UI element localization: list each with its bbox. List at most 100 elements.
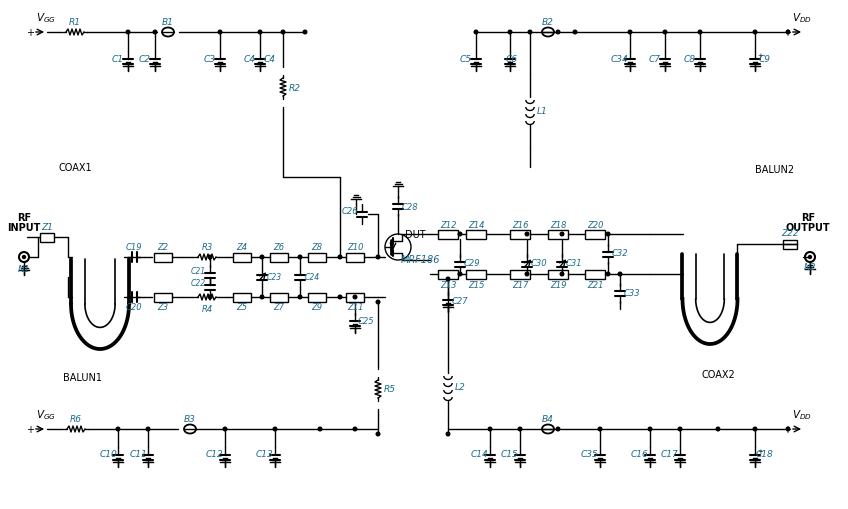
Circle shape [606, 233, 610, 236]
Circle shape [209, 256, 212, 259]
Circle shape [282, 31, 285, 35]
Text: C6: C6 [506, 54, 518, 64]
Circle shape [209, 296, 212, 299]
Text: C7: C7 [649, 54, 661, 64]
Text: C32: C32 [611, 248, 628, 257]
Circle shape [318, 428, 321, 431]
Text: C4: C4 [244, 54, 256, 64]
Text: C28: C28 [402, 202, 418, 211]
Circle shape [488, 428, 492, 431]
Text: C13: C13 [256, 449, 274, 459]
Text: C11: C11 [129, 449, 147, 459]
Circle shape [678, 428, 682, 431]
Text: Z5: Z5 [237, 303, 248, 312]
Circle shape [518, 428, 522, 431]
Circle shape [354, 296, 357, 299]
Bar [40, 233, 54, 242]
Text: $V_{GG}$: $V_{GG}$ [36, 407, 56, 421]
Text: C29: C29 [464, 258, 480, 267]
Circle shape [808, 256, 812, 259]
Text: C14: C14 [471, 449, 489, 459]
Text: C15: C15 [501, 449, 519, 459]
Text: +: + [26, 424, 34, 434]
Text: C26: C26 [342, 207, 359, 216]
Text: Z11: Z11 [347, 303, 363, 312]
Text: B2: B2 [542, 17, 554, 26]
Text: Z10: Z10 [347, 243, 363, 252]
Text: B1: B1 [162, 17, 174, 26]
Circle shape [618, 273, 622, 276]
Text: C24: C24 [304, 273, 320, 282]
Circle shape [153, 31, 157, 35]
Text: C23: C23 [266, 273, 282, 282]
Circle shape [338, 256, 342, 259]
Text: Z8: Z8 [311, 243, 322, 252]
Circle shape [508, 31, 512, 35]
Circle shape [354, 428, 357, 431]
Bar [466, 230, 486, 239]
Bar [233, 293, 251, 302]
Text: Z12: Z12 [440, 220, 456, 229]
Bar [438, 230, 458, 239]
Circle shape [525, 233, 529, 236]
Bar [346, 293, 364, 302]
Circle shape [663, 31, 667, 35]
Text: Z1: Z1 [41, 223, 53, 232]
Text: Z2: Z2 [158, 243, 169, 252]
Bar [154, 293, 172, 302]
Text: +: + [26, 28, 34, 38]
Text: C3: C3 [204, 54, 216, 64]
Circle shape [126, 31, 130, 35]
Circle shape [525, 273, 529, 276]
Text: +: + [757, 448, 763, 454]
Text: Z22: Z22 [781, 228, 799, 237]
Bar [510, 230, 530, 239]
Text: Z7: Z7 [273, 303, 285, 312]
Text: COAX1: COAX1 [59, 163, 92, 173]
Text: BALUN2: BALUN2 [756, 165, 795, 175]
Text: L2: L2 [455, 383, 466, 392]
Text: C18: C18 [756, 449, 774, 459]
Circle shape [561, 273, 564, 276]
Text: Z13: Z13 [440, 281, 456, 290]
Text: INPUT: INPUT [8, 222, 41, 233]
Text: B4: B4 [542, 415, 554, 423]
Circle shape [648, 428, 652, 431]
Text: C31: C31 [566, 258, 583, 267]
Circle shape [717, 428, 720, 431]
Circle shape [598, 428, 602, 431]
Text: Z20: Z20 [587, 220, 603, 229]
Bar [510, 270, 530, 279]
Text: C22: C22 [191, 279, 205, 288]
Circle shape [556, 428, 560, 431]
Circle shape [218, 31, 222, 35]
Circle shape [116, 428, 120, 431]
Text: +: + [757, 53, 763, 59]
Text: +: + [783, 424, 791, 434]
Circle shape [298, 296, 302, 299]
Text: R5: R5 [384, 385, 396, 394]
Circle shape [606, 273, 610, 276]
Circle shape [298, 256, 302, 259]
Circle shape [260, 256, 264, 259]
Bar [548, 270, 568, 279]
Bar [233, 253, 251, 262]
Circle shape [458, 233, 462, 236]
Text: MRF186: MRF186 [400, 254, 440, 265]
Text: N1: N1 [18, 265, 31, 274]
Circle shape [23, 256, 25, 259]
Text: $V_{DD}$: $V_{DD}$ [792, 11, 812, 25]
Circle shape [304, 31, 307, 35]
Text: C8: C8 [684, 54, 696, 64]
Bar [466, 270, 486, 279]
Text: Z3: Z3 [158, 303, 169, 312]
Bar [308, 253, 326, 262]
Text: R4: R4 [201, 305, 213, 314]
Text: C4: C4 [264, 54, 276, 64]
Circle shape [446, 432, 449, 436]
Text: C21: C21 [191, 267, 205, 276]
Ellipse shape [542, 425, 554, 434]
Circle shape [474, 31, 477, 35]
Bar [346, 253, 364, 262]
Circle shape [698, 31, 702, 35]
